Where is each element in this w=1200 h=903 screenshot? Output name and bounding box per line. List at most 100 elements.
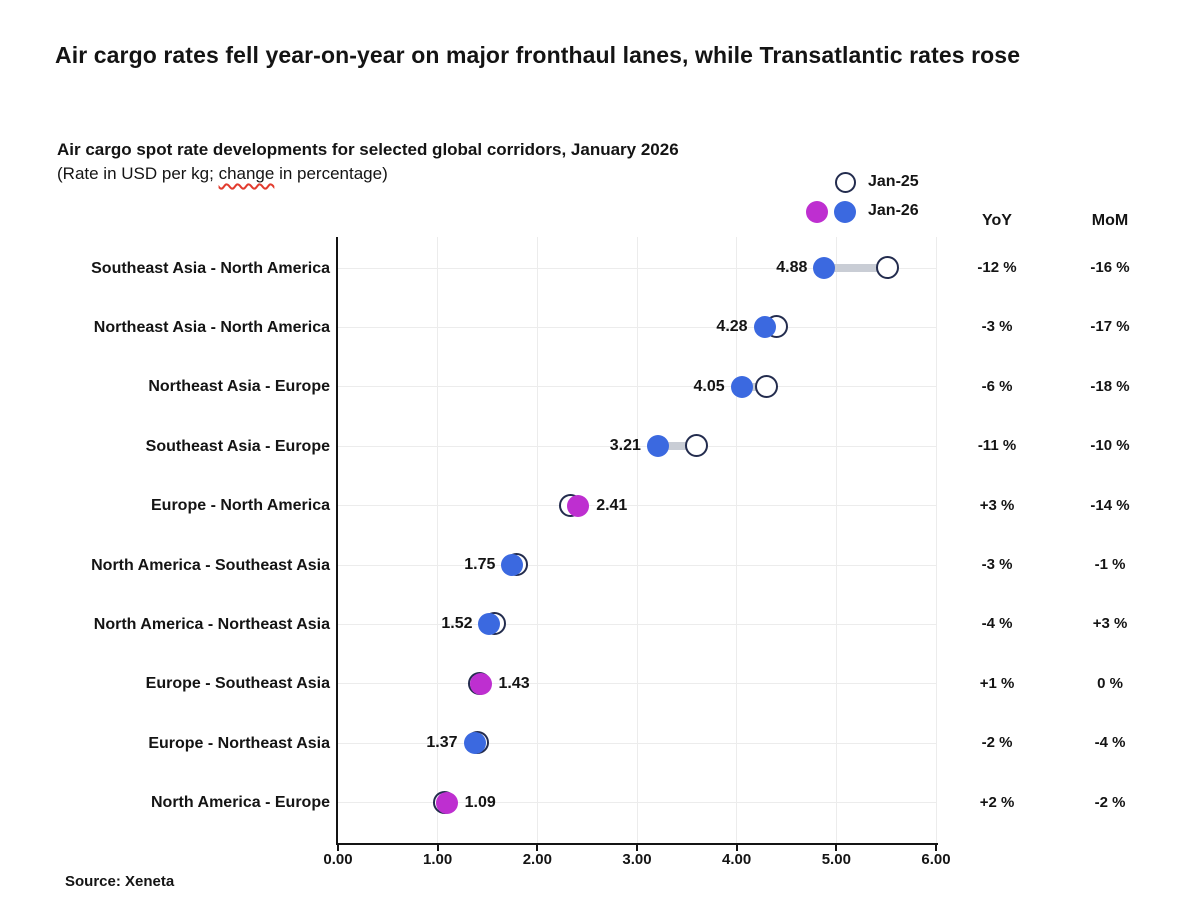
h-gridline <box>338 445 936 447</box>
x-tick-mark <box>337 844 339 851</box>
yoy-value: -11 % <box>977 437 1017 455</box>
yoy-value: -2 % <box>981 734 1013 752</box>
jan25-circle <box>754 374 778 398</box>
rate-value-label: 1.75 <box>464 556 496 573</box>
mom-value: -10 % <box>1090 437 1130 455</box>
h-gridline <box>338 505 936 507</box>
jan26-dot <box>730 375 753 398</box>
yoy-value: -3 % <box>981 318 1013 336</box>
mom-value: -1 % <box>1094 556 1126 573</box>
h-gridline <box>338 564 936 566</box>
legend-jan25-ring-icon <box>835 172 856 193</box>
jan26-dot <box>753 316 776 339</box>
rate-value-label: 4.88 <box>776 259 808 276</box>
x-tick-mark <box>835 844 838 851</box>
x-tick-label: 1.00 <box>423 851 453 868</box>
mom-value: -4 % <box>1094 734 1126 752</box>
corridor-label: Northeast Asia - Europe <box>148 378 330 396</box>
jan26-dot <box>469 672 492 695</box>
chart-unit-note: (Rate in USD per kg; change in percentag… <box>57 164 388 184</box>
rate-value-label: 4.28 <box>716 318 748 336</box>
x-tick-label: 0.00 <box>323 851 353 868</box>
x-tick-mark <box>636 844 638 851</box>
page-title: Air cargo rates fell year-on-year on maj… <box>55 42 1021 68</box>
v-gridline <box>935 237 937 843</box>
jan26-dot <box>646 435 669 458</box>
corridor-label: Europe - Northeast Asia <box>148 734 330 752</box>
corridor-label: North America - Northeast Asia <box>93 615 330 633</box>
corridor-label: North America - Europe <box>151 794 330 812</box>
jan26-dot <box>501 554 524 576</box>
h-gridline <box>338 386 936 388</box>
rate-value-label: 1.52 <box>441 615 473 633</box>
x-axis-line <box>336 843 938 845</box>
mom-value: -2 % <box>1094 793 1126 811</box>
x-tick-label: 6.00 <box>921 851 951 868</box>
rate-value-label: 1.37 <box>426 734 458 752</box>
v-gridline <box>536 237 538 843</box>
x-tick-mark <box>735 844 738 851</box>
dumbbell-connector <box>741 382 767 391</box>
mom-value: -18 % <box>1090 377 1130 395</box>
h-gridline <box>338 267 936 269</box>
unit-note-prefix: (Rate in USD per kg; <box>57 164 219 183</box>
x-tick-label: 2.00 <box>522 851 552 868</box>
yoy-value: -6 % <box>981 377 1013 395</box>
rate-value-label: 4.05 <box>693 377 725 395</box>
mom-value: -17 % <box>1090 318 1130 336</box>
h-gridline <box>338 326 936 328</box>
mom-value: -16 % <box>1090 259 1130 276</box>
jan26-dot <box>478 613 501 636</box>
mom-value: -14 % <box>1090 496 1130 514</box>
jan26-dot <box>463 732 486 755</box>
yoy-value: -4 % <box>981 615 1013 633</box>
chart-subtitle: Air cargo spot rate developments for sel… <box>57 140 679 159</box>
yoy-value: +3 % <box>979 496 1015 514</box>
yoy-value: +1 % <box>979 674 1015 692</box>
mom-value: 0 % <box>1097 674 1123 692</box>
x-tick-label: 5.00 <box>821 851 851 868</box>
corridor-label: Europe - Southeast Asia <box>145 675 330 693</box>
x-tick-label: 3.00 <box>622 851 652 868</box>
mom-column-header: MoM <box>1091 212 1129 229</box>
jan26-dot <box>435 791 458 814</box>
yoy-column-header: YoY <box>982 212 1012 229</box>
corridor-label: Southeast Asia - North America <box>91 259 330 277</box>
legend-jan25-label: Jan-25 <box>868 173 919 190</box>
corridor-label: Northeast Asia - North America <box>93 318 330 336</box>
legend-jan26-label: Jan-26 <box>868 202 919 219</box>
v-gridline <box>437 237 439 843</box>
legend-jan26-magenta-dot-icon <box>806 201 828 223</box>
x-tick-mark <box>436 844 439 851</box>
v-gridline <box>636 237 638 843</box>
x-tick-mark <box>536 844 539 851</box>
corridor-label: Europe - North America <box>151 497 330 515</box>
v-gridline <box>736 237 738 843</box>
jan26-dot <box>813 257 836 279</box>
h-gridline <box>338 742 936 744</box>
h-gridline <box>338 623 936 625</box>
dumbbell-connector <box>824 264 889 272</box>
yoy-value: +2 % <box>979 793 1015 811</box>
corridor-label: Southeast Asia - Europe <box>145 437 330 455</box>
h-gridline <box>338 683 936 685</box>
jan25-circle <box>684 434 708 458</box>
y-axis-line <box>336 237 338 845</box>
yoy-value: -3 % <box>981 556 1013 573</box>
h-gridline <box>338 802 936 804</box>
unit-note-spellcheck-word: change <box>218 164 275 183</box>
dumbbell-connector <box>657 442 697 451</box>
mom-value: +3 % <box>1092 615 1128 633</box>
jan26-dot <box>567 494 590 517</box>
rate-value-label: 2.41 <box>596 496 628 514</box>
legend-jan26-blue-dot-icon <box>834 201 856 223</box>
source-credit: Source: Xeneta <box>65 873 175 890</box>
rate-value-label: 1.43 <box>498 674 530 692</box>
v-gridline <box>835 237 837 843</box>
x-tick-mark <box>935 844 937 851</box>
yoy-value: -12 % <box>977 259 1017 276</box>
corridor-label: North America - Southeast Asia <box>91 556 330 574</box>
x-tick-label: 4.00 <box>722 851 752 868</box>
